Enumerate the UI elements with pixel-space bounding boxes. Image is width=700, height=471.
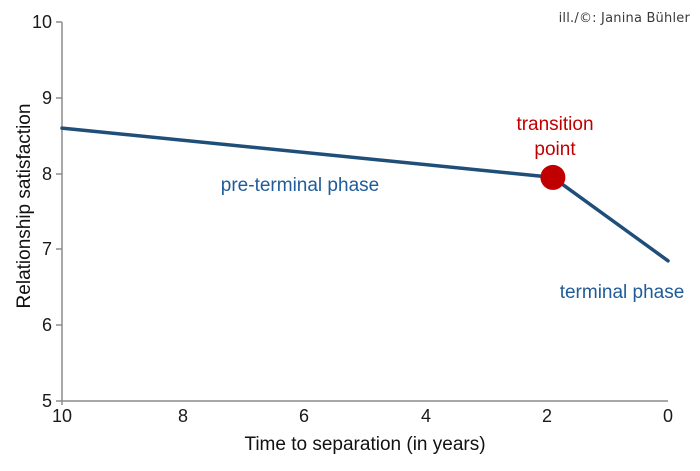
y-axis-ticks bbox=[56, 21, 62, 402]
y-tick-label-5: 5 bbox=[41, 391, 52, 411]
pre-terminal-phase-label: pre-terminal phase bbox=[220, 175, 380, 196]
y-tick-label-7: 7 bbox=[41, 239, 52, 259]
x-tick-label-2: 2 bbox=[541, 406, 552, 426]
transition-point-marker bbox=[540, 164, 566, 190]
x-tick-label-0: 0 bbox=[662, 406, 673, 426]
y-tick-label-9: 9 bbox=[41, 88, 52, 108]
y-axis-title: Relationship satisfaction bbox=[14, 103, 35, 309]
x-axis-title: Time to separation (in years) bbox=[244, 434, 486, 455]
y-tick-label-6: 6 bbox=[41, 315, 52, 335]
y-tick-label-10: 10 bbox=[31, 12, 52, 32]
y-tick-label-8: 8 bbox=[41, 164, 52, 184]
transition-point-label: transition point bbox=[516, 114, 594, 160]
x-tick-label-10: 10 bbox=[51, 406, 73, 426]
terminal-phase-label: terminal phase bbox=[559, 282, 685, 303]
x-tick-label-4: 4 bbox=[420, 406, 431, 426]
x-tick-label-6: 6 bbox=[298, 406, 309, 426]
x-tick-label-8: 8 bbox=[177, 406, 188, 426]
attribution-credit: ill./©: Janina Bühler bbox=[558, 11, 690, 26]
